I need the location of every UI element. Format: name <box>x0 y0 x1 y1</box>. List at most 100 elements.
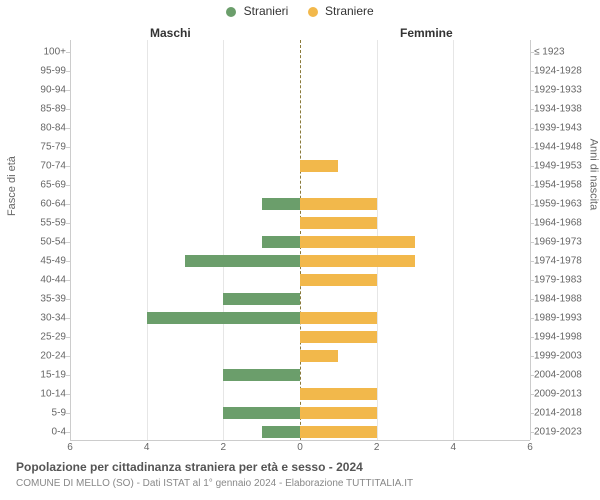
ytick-left-label: 0-4 <box>6 426 66 437</box>
bar-male <box>223 369 300 381</box>
ytick-left-label: 55-59 <box>6 217 66 228</box>
legend-item-male: Stranieri <box>226 4 288 18</box>
header-femmine: Femmine <box>400 26 453 40</box>
ytick-left-label: 5-9 <box>6 407 66 418</box>
age-row <box>70 137 530 156</box>
age-row <box>70 194 530 213</box>
ytick-left-label: 10-14 <box>6 388 66 399</box>
xtick-label: 6 <box>527 442 533 453</box>
bar-male <box>262 198 300 210</box>
bar-female <box>300 350 338 362</box>
age-row <box>70 346 530 365</box>
ytick-right-label: 1934-1938 <box>534 103 598 114</box>
legend-item-female: Straniere <box>308 4 374 18</box>
population-pyramid-chart: Stranieri Straniere Maschi Femmine Fasce… <box>0 0 600 500</box>
age-row <box>70 156 530 175</box>
plot-area <box>70 40 530 440</box>
ytick-right-label: 1929-1933 <box>534 84 598 95</box>
plot-border <box>70 40 71 440</box>
ytick-right-label: 1939-1943 <box>534 122 598 133</box>
age-row <box>70 327 530 346</box>
bar-female <box>300 331 377 343</box>
age-row <box>70 365 530 384</box>
age-row <box>70 403 530 422</box>
ytick-right-label: 1984-1988 <box>534 293 598 304</box>
ytick-left-label: 20-24 <box>6 350 66 361</box>
xtick-label: 0 <box>297 442 303 453</box>
bar-female <box>300 236 415 248</box>
age-row <box>70 118 530 137</box>
ytick-left-label: 100+ <box>6 46 66 57</box>
ytick-left-label: 80-84 <box>6 122 66 133</box>
ytick-left-label: 60-64 <box>6 198 66 209</box>
ytick-left-label: 90-94 <box>6 84 66 95</box>
legend-swatch-female <box>308 7 318 17</box>
legend-label-male: Stranieri <box>244 4 289 18</box>
ytick-right-label: 1924-1928 <box>534 65 598 76</box>
ytick-left-label: 40-44 <box>6 274 66 285</box>
chart-title: Popolazione per cittadinanza straniera p… <box>16 460 363 474</box>
bar-female <box>300 407 377 419</box>
header-maschi: Maschi <box>150 26 191 40</box>
bar-female <box>300 274 377 286</box>
age-row <box>70 384 530 403</box>
age-row <box>70 175 530 194</box>
ytick-right-label: 2014-2018 <box>534 407 598 418</box>
age-row <box>70 61 530 80</box>
legend-label-female: Straniere <box>325 4 374 18</box>
bar-female <box>300 426 377 438</box>
ytick-right-label: 1944-1948 <box>534 141 598 152</box>
age-row <box>70 270 530 289</box>
xtick-label: 2 <box>374 442 380 453</box>
ytick-left-label: 85-89 <box>6 103 66 114</box>
ytick-right-label: ≤ 1923 <box>534 46 598 57</box>
ytick-left-label: 95-99 <box>6 65 66 76</box>
age-row <box>70 99 530 118</box>
bar-male <box>262 426 300 438</box>
ytick-left-label: 25-29 <box>6 331 66 342</box>
xtick-label: 4 <box>144 442 150 453</box>
bar-male <box>262 236 300 248</box>
age-row <box>70 251 530 270</box>
xtick-label: 4 <box>451 442 457 453</box>
age-row <box>70 42 530 61</box>
age-row <box>70 308 530 327</box>
ytick-right-label: 1999-2003 <box>534 350 598 361</box>
ytick-right-label: 1969-1973 <box>534 236 598 247</box>
ytick-left-label: 45-49 <box>6 255 66 266</box>
ytick-right-label: 2004-2008 <box>534 369 598 380</box>
ytick-right-label: 1954-1958 <box>534 179 598 190</box>
ytick-right-label: 1959-1963 <box>534 198 598 209</box>
chart-subtitle: COMUNE DI MELLO (SO) - Dati ISTAT al 1° … <box>16 478 413 489</box>
age-row <box>70 289 530 308</box>
bar-female <box>300 388 377 400</box>
ytick-right-label: 1979-1983 <box>534 274 598 285</box>
bar-female <box>300 198 377 210</box>
age-row <box>70 213 530 232</box>
ytick-right-label: 2009-2013 <box>534 388 598 399</box>
ytick-right-label: 1989-1993 <box>534 312 598 323</box>
ytick-left-label: 75-79 <box>6 141 66 152</box>
ytick-left-label: 30-34 <box>6 312 66 323</box>
bar-male <box>147 312 300 324</box>
bar-female <box>300 255 415 267</box>
age-row <box>70 80 530 99</box>
ytick-left-label: 50-54 <box>6 236 66 247</box>
ytick-left-label: 15-19 <box>6 369 66 380</box>
legend-swatch-male <box>226 7 236 17</box>
ytick-right-label: 1964-1968 <box>534 217 598 228</box>
bar-female <box>300 217 377 229</box>
legend: Stranieri Straniere <box>0 4 600 18</box>
ytick-right-label: 2019-2023 <box>534 426 598 437</box>
bar-female <box>300 312 377 324</box>
ytick-right-label: 1994-1998 <box>534 331 598 342</box>
ytick-right-label: 1974-1978 <box>534 255 598 266</box>
ytick-left-label: 35-39 <box>6 293 66 304</box>
ytick-left-label: 70-74 <box>6 160 66 171</box>
xtick-label: 6 <box>67 442 73 453</box>
bar-male <box>185 255 300 267</box>
ytick-left-label: 65-69 <box>6 179 66 190</box>
age-row <box>70 232 530 251</box>
plot-border <box>530 40 531 440</box>
ytick-right-label: 1949-1953 <box>534 160 598 171</box>
